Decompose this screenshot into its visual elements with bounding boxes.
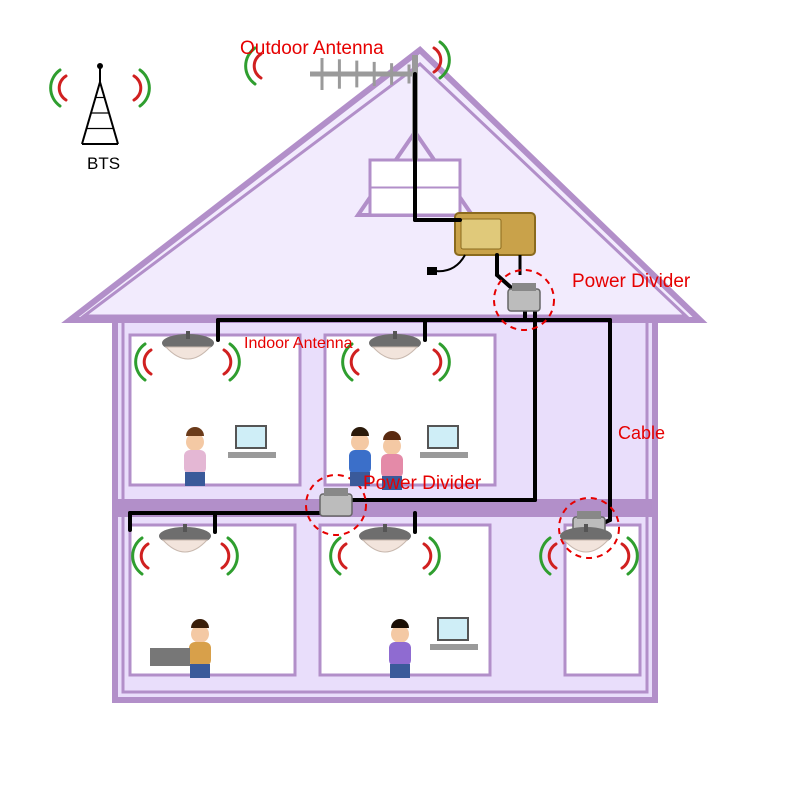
desk	[420, 452, 468, 458]
label-outdoor-antenna: Outdoor Antenna	[240, 38, 384, 60]
signal-waves-icon	[134, 70, 149, 106]
desk	[228, 452, 276, 458]
desk	[430, 644, 478, 650]
laptop-icon	[150, 648, 190, 666]
room-window	[130, 335, 300, 485]
person-icon	[184, 427, 206, 486]
bts-tower-icon	[82, 63, 118, 144]
person-icon	[189, 619, 211, 678]
label-power-div-2: Power Divider	[363, 473, 481, 495]
monitor-icon	[428, 426, 458, 448]
label-cable: Cable	[618, 423, 665, 444]
monitor-icon	[236, 426, 266, 448]
power-divider	[508, 283, 540, 311]
signal-waves-icon	[51, 70, 66, 106]
label-power-div-1: Power Divider	[572, 271, 690, 293]
label-bts: BTS	[87, 154, 120, 174]
power-divider	[320, 488, 352, 516]
monitor-icon	[438, 618, 468, 640]
diagram-root: Outdoor Antenna BTS Power Divider Indoor An…	[0, 0, 800, 800]
label-indoor-antenna: Indoor Antenna	[244, 335, 353, 353]
person-icon	[389, 619, 411, 678]
diagram-svg	[0, 0, 800, 800]
